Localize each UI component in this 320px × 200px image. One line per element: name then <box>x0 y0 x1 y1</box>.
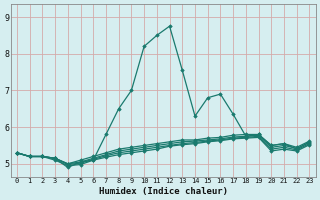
X-axis label: Humidex (Indice chaleur): Humidex (Indice chaleur) <box>99 187 228 196</box>
